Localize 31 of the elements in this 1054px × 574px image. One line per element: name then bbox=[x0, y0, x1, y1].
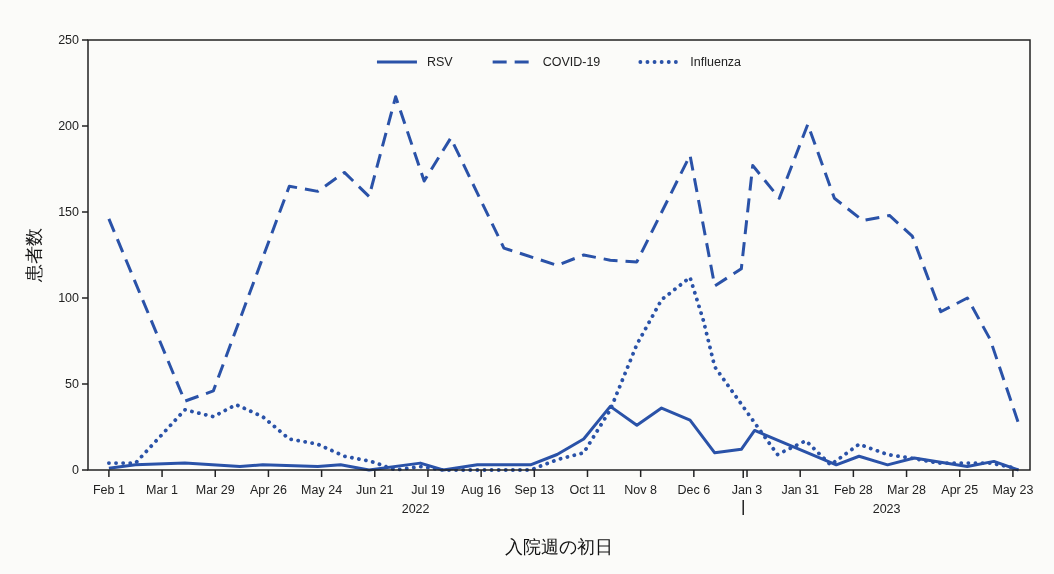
x-tick-label: Aug 16 bbox=[461, 483, 501, 497]
x-tick-label: May 24 bbox=[301, 483, 343, 497]
x-tick-label: Mar 28 bbox=[887, 483, 927, 497]
y-tick-label: 250 bbox=[58, 33, 80, 47]
x-tick-label: Jan 3 bbox=[731, 483, 763, 497]
x-tick-label: Jun 21 bbox=[356, 483, 394, 497]
y-tick-label: 50 bbox=[65, 377, 80, 391]
x-tick-label: Jan 31 bbox=[781, 483, 820, 497]
x-tick-label: Nov 8 bbox=[624, 483, 658, 497]
x-tick-label: Feb 1 bbox=[92, 483, 125, 497]
y-tick-label: 0 bbox=[72, 463, 80, 477]
y-axis-title: 患者数 bbox=[24, 228, 44, 283]
text: 2023 bbox=[872, 502, 901, 516]
legend-label: RSV bbox=[426, 55, 454, 69]
legend-label: Influenza bbox=[690, 55, 742, 69]
x-tick-label: Sep 13 bbox=[514, 483, 555, 497]
y-tick-label: 100 bbox=[58, 291, 80, 305]
x-tick-label: Apr 26 bbox=[250, 483, 287, 497]
x-axis-title: 入院週の初日 bbox=[505, 537, 613, 557]
x-tick-label: Oct 11 bbox=[569, 483, 606, 497]
y-tick-label: 150 bbox=[58, 205, 80, 219]
x-tick-label: May 23 bbox=[992, 483, 1034, 497]
x-tick-label: Mar 1 bbox=[146, 483, 179, 497]
x-tick-label: Feb 28 bbox=[833, 483, 873, 497]
y-tick-label: 200 bbox=[58, 119, 80, 133]
text: 2022 bbox=[401, 502, 430, 516]
legend-label: COVID-19 bbox=[542, 55, 601, 69]
x-tick-label: Jul 19 bbox=[411, 483, 445, 497]
x-tick-label: Apr 25 bbox=[941, 483, 979, 497]
x-tick-label: Mar 29 bbox=[195, 483, 235, 497]
x-tick-label: Dec 6 bbox=[677, 483, 711, 497]
